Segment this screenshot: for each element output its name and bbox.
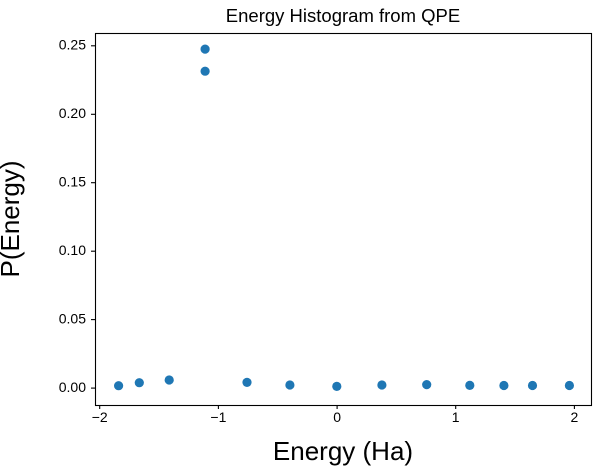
svg-text:Energy Histogram from QPE: Energy Histogram from QPE (226, 5, 460, 26)
svg-text:0.10: 0.10 (59, 242, 86, 258)
svg-text:Energy (Ha): Energy (Ha) (273, 436, 413, 466)
svg-text:−2: −2 (92, 409, 108, 425)
svg-text:0.15: 0.15 (59, 173, 86, 189)
svg-text:0: 0 (333, 409, 341, 425)
svg-text:0.05: 0.05 (59, 310, 86, 326)
svg-text:0.25: 0.25 (59, 37, 86, 53)
svg-text:1: 1 (452, 409, 460, 425)
svg-text:0.00: 0.00 (59, 379, 86, 395)
svg-text:2: 2 (571, 409, 579, 425)
svg-text:−1: −1 (210, 409, 226, 425)
svg-text:P(Energy): P(Energy) (0, 160, 25, 277)
svg-text:0.20: 0.20 (59, 105, 86, 121)
